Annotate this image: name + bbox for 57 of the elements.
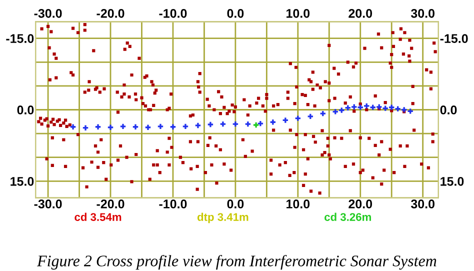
point bbox=[170, 123, 176, 130]
x2-tick-label: 20.0 bbox=[348, 8, 372, 18]
y2-tick-label: -15.0 bbox=[440, 34, 468, 43]
x-tick-label: -10.0 bbox=[159, 200, 187, 208]
point bbox=[194, 122, 202, 129]
point bbox=[394, 105, 402, 112]
x-tick-label: 10.0 bbox=[286, 200, 310, 208]
point bbox=[94, 123, 102, 130]
point bbox=[82, 124, 89, 132]
point bbox=[232, 120, 239, 128]
x2-tick-label: 10.0 bbox=[286, 8, 310, 18]
point bbox=[207, 121, 214, 128]
point bbox=[256, 120, 264, 127]
point bbox=[382, 104, 389, 112]
point bbox=[376, 103, 383, 110]
point bbox=[294, 114, 302, 122]
caption: Figure 2 Cross profile view from Interferometric Sonar System bbox=[36, 254, 436, 270]
point bbox=[252, 122, 260, 128]
y2-tick-label: 0.0 bbox=[440, 106, 457, 114]
x2-tick-label: -30.0 bbox=[34, 8, 62, 18]
y-tick-label: 15.0 bbox=[10, 176, 34, 186]
point bbox=[356, 104, 364, 111]
point bbox=[157, 122, 164, 130]
point bbox=[220, 120, 226, 128]
x2-tick-label: -20.0 bbox=[96, 8, 124, 18]
y-tick-label: -15.0 bbox=[6, 34, 34, 43]
x-tick-label: 30.0 bbox=[410, 200, 434, 208]
text: dtp 3.41m bbox=[197, 212, 248, 224]
x2-tick-label: 0.0 bbox=[227, 8, 244, 18]
point bbox=[388, 104, 396, 111]
point bbox=[107, 124, 114, 131]
x-tick-label: 20.0 bbox=[348, 200, 372, 208]
text: cd 3.54m bbox=[74, 212, 122, 221]
point bbox=[182, 122, 189, 130]
point bbox=[406, 108, 414, 115]
point bbox=[144, 124, 152, 131]
x-tick-label: -30.0 bbox=[34, 200, 62, 208]
point bbox=[120, 122, 126, 130]
x2-tick-label: 30.0 bbox=[410, 8, 434, 18]
point bbox=[400, 106, 408, 114]
text: cd 3.26m bbox=[324, 212, 371, 221]
y2-tick-label: 15.0 bbox=[440, 176, 464, 186]
x-tick-label: 0.0 bbox=[227, 200, 244, 208]
point bbox=[350, 103, 358, 110]
point bbox=[319, 110, 326, 117]
point bbox=[269, 118, 276, 126]
point bbox=[332, 108, 339, 116]
point bbox=[132, 123, 139, 130]
point bbox=[70, 123, 76, 130]
point bbox=[244, 120, 252, 128]
x2-tick-label: -10.0 bbox=[159, 8, 187, 18]
point bbox=[363, 102, 370, 110]
x-tick-label: -20.0 bbox=[96, 200, 124, 208]
y-tick-label: 0.0 bbox=[17, 106, 34, 114]
point bbox=[306, 112, 314, 120]
point bbox=[282, 116, 289, 124]
point bbox=[369, 104, 376, 111]
